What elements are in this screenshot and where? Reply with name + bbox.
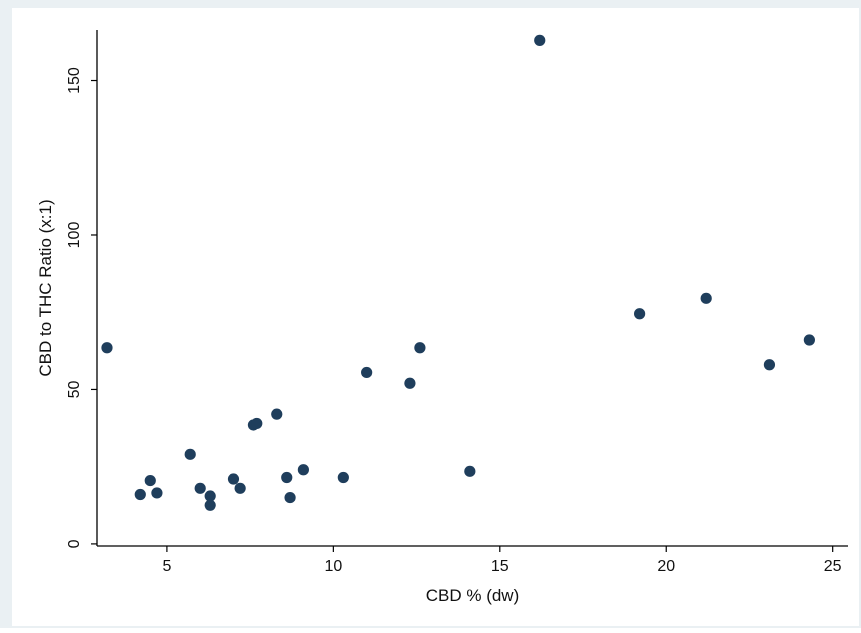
- data-point: [194, 482, 206, 494]
- data-point: [414, 342, 426, 354]
- data-point: [251, 417, 263, 430]
- x-tick-label: 15: [491, 558, 509, 575]
- data-point: [297, 464, 309, 476]
- x-tick-label: 20: [657, 558, 675, 575]
- data-point: [284, 491, 296, 504]
- data-point: [101, 342, 113, 354]
- data-point: [534, 34, 546, 46]
- data-point: [464, 465, 476, 477]
- data-point: [144, 474, 156, 487]
- data-point: [204, 490, 216, 502]
- plot-area: [12, 8, 859, 626]
- axes: 5 10 15 20 25 0 50 100 150: [66, 30, 848, 575]
- data-point: [404, 377, 416, 389]
- data-points: [101, 34, 815, 511]
- data-point: [634, 308, 646, 320]
- data-point: [700, 292, 712, 304]
- y-tick-label: 150: [66, 67, 83, 94]
- data-point: [763, 359, 776, 371]
- data-point: [361, 366, 373, 379]
- data-point: [227, 473, 240, 485]
- data-point: [204, 499, 216, 511]
- y-axis-title: CBD to THC Ratio (x:1): [36, 199, 55, 376]
- y-tick-label: 0: [66, 539, 83, 548]
- data-point: [234, 482, 246, 494]
- data-point: [151, 487, 163, 499]
- data-point: [337, 471, 349, 484]
- data-point: [281, 471, 293, 484]
- x-tick-label: 10: [324, 558, 342, 575]
- x-tick-label: 5: [162, 558, 171, 575]
- x-axis-title: CBD % (dw): [426, 586, 520, 605]
- data-point: [134, 488, 146, 501]
- data-point: [803, 334, 815, 346]
- y-tick-label: 100: [66, 222, 83, 249]
- x-tick-label: 25: [824, 558, 842, 575]
- data-point: [271, 408, 283, 420]
- y-tick-label: 50: [66, 380, 83, 398]
- data-point: [184, 448, 196, 460]
